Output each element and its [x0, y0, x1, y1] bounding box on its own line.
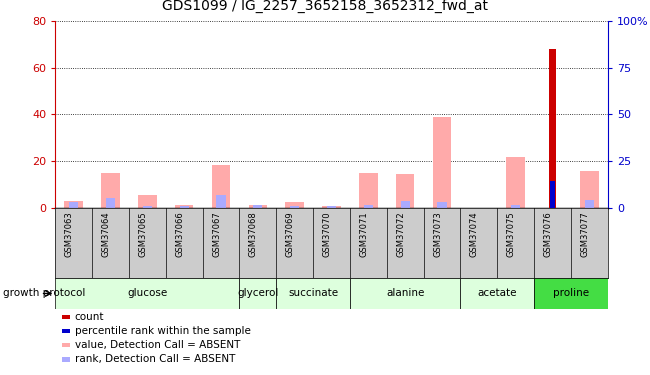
Bar [138, 195, 157, 208]
Bar [254, 205, 263, 208]
Bar [143, 206, 152, 208]
Text: percentile rank within the sample: percentile rank within the sample [75, 326, 251, 336]
Text: GSM37071: GSM37071 [359, 211, 369, 257]
Bar [212, 165, 230, 208]
Text: GSM37072: GSM37072 [396, 211, 405, 257]
Bar [64, 201, 83, 208]
Bar [276, 278, 350, 309]
Text: GSM37066: GSM37066 [175, 211, 184, 257]
Text: acetate: acetate [478, 288, 517, 298]
Bar [550, 181, 555, 208]
Text: GSM37074: GSM37074 [470, 211, 479, 257]
Text: growth protocol: growth protocol [3, 288, 86, 298]
Bar [534, 278, 608, 309]
Text: value, Detection Call = ABSENT: value, Detection Call = ABSENT [75, 340, 240, 350]
Text: GSM37064: GSM37064 [101, 211, 111, 257]
Bar [506, 157, 525, 208]
Text: proline: proline [553, 288, 589, 298]
Bar [175, 205, 194, 208]
Text: rank, Detection Call = ABSENT: rank, Detection Call = ABSENT [75, 354, 235, 364]
Text: GSM37076: GSM37076 [543, 211, 552, 257]
Bar [396, 174, 415, 208]
Bar [101, 173, 120, 208]
Text: GSM37070: GSM37070 [322, 211, 332, 257]
Text: succinate: succinate [288, 288, 338, 298]
Bar [580, 171, 599, 208]
Bar [106, 198, 115, 208]
Bar [400, 201, 410, 208]
Text: GSM37069: GSM37069 [285, 211, 294, 257]
Text: GSM37068: GSM37068 [249, 211, 258, 257]
Bar [585, 200, 594, 208]
Bar [511, 205, 520, 208]
Text: GSM37065: GSM37065 [138, 211, 148, 257]
Bar [433, 117, 451, 208]
Bar [437, 202, 447, 208]
Bar [327, 206, 336, 208]
Text: GSM37077: GSM37077 [580, 211, 590, 257]
Bar [322, 206, 341, 208]
Bar [69, 202, 78, 208]
Text: glucose: glucose [127, 288, 168, 298]
Text: GSM37073: GSM37073 [433, 211, 442, 257]
Bar [285, 202, 304, 208]
Bar [350, 278, 460, 309]
Bar [248, 205, 267, 208]
Text: glycerol: glycerol [237, 288, 278, 298]
Bar [179, 206, 188, 208]
Text: count: count [75, 312, 104, 322]
Text: GDS1099 / IG_2257_3652158_3652312_fwd_at: GDS1099 / IG_2257_3652158_3652312_fwd_at [162, 0, 488, 13]
Bar [549, 49, 556, 208]
Bar [239, 278, 276, 309]
Text: GSM37067: GSM37067 [212, 211, 221, 257]
Bar [55, 278, 239, 309]
Bar [359, 173, 378, 208]
Text: GSM37075: GSM37075 [506, 211, 515, 257]
Bar [290, 206, 299, 208]
Bar [460, 278, 534, 309]
Bar [216, 195, 226, 208]
Text: alanine: alanine [386, 288, 424, 298]
Bar [364, 205, 373, 208]
Text: GSM37063: GSM37063 [64, 211, 73, 257]
